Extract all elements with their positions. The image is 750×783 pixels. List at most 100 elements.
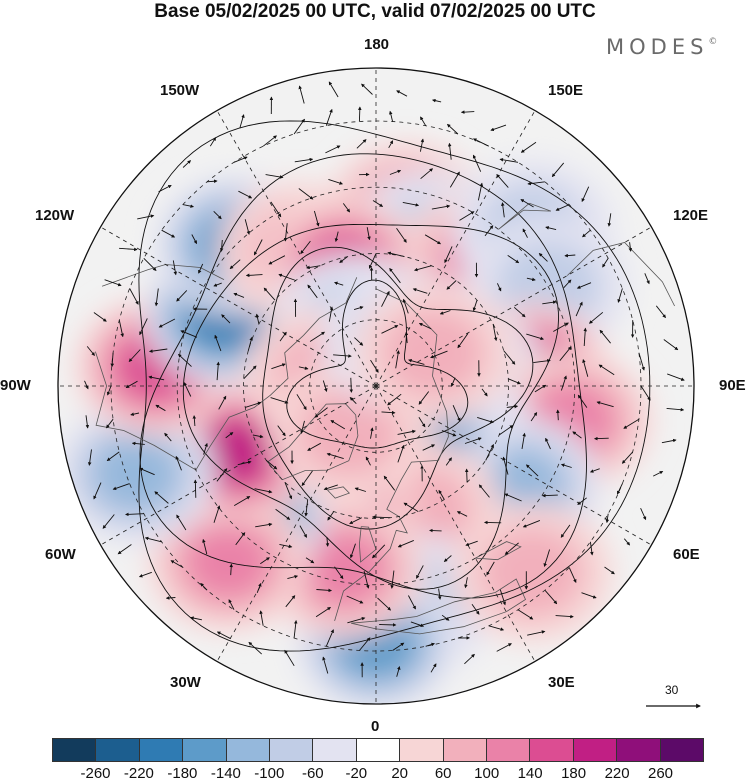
wind-arrow xyxy=(183,382,192,397)
coastline xyxy=(95,277,358,471)
wind-arrow xyxy=(255,522,273,528)
wind-arrow xyxy=(544,589,558,605)
wind-arrow xyxy=(472,300,478,312)
wind-arrow xyxy=(430,663,437,673)
wind-arrow xyxy=(450,377,456,387)
wind-arrow xyxy=(390,570,395,589)
wind-arrow xyxy=(513,306,526,318)
wind-arrow xyxy=(334,566,344,580)
wind-arrow xyxy=(323,484,338,491)
wind-arrow xyxy=(139,467,155,476)
wind-arrow xyxy=(481,388,488,397)
wind-arrow xyxy=(616,483,623,495)
meridian-line xyxy=(375,385,652,546)
wind-arrow xyxy=(490,124,507,132)
wind-arrow xyxy=(275,508,291,520)
meridian-line xyxy=(216,110,377,387)
wind-arrow xyxy=(366,227,371,241)
wind-arrow xyxy=(358,106,362,122)
wind-arrow xyxy=(420,116,427,126)
wind-arrow xyxy=(556,409,560,421)
wind-arrow xyxy=(316,588,333,593)
wind-arrow xyxy=(198,263,204,274)
wind-arrow xyxy=(334,231,339,242)
coastlines xyxy=(95,202,675,635)
wind-arrow xyxy=(464,437,482,444)
wind-arrow xyxy=(499,589,506,606)
colorbar-tick-label: -60 xyxy=(301,765,324,782)
wind-arrow xyxy=(402,201,420,207)
wind-arrow xyxy=(129,288,139,305)
wind-arrow xyxy=(638,352,645,371)
wind-arrow xyxy=(452,405,461,422)
wind-arrow xyxy=(503,350,516,365)
wind-arrow xyxy=(349,396,357,405)
lon-label-120e: 120E xyxy=(673,207,709,224)
wind-arrow xyxy=(499,158,519,163)
wind-arrow xyxy=(346,595,364,604)
wind-arrow xyxy=(397,444,405,463)
wind-arrow xyxy=(300,420,305,434)
wind-arrow xyxy=(441,430,457,437)
wind-arrow xyxy=(418,391,430,405)
wind-arrow xyxy=(381,410,396,415)
coastline xyxy=(334,288,449,622)
coastline xyxy=(475,541,522,561)
wind-arrow xyxy=(496,283,502,292)
wind-arrow xyxy=(139,318,148,336)
wind-arrow xyxy=(170,560,184,568)
wind-arrow xyxy=(446,123,459,135)
wind-arrow xyxy=(560,524,571,538)
meridian-line xyxy=(375,110,536,387)
wind-arrow xyxy=(221,314,231,324)
wind-arrow xyxy=(325,145,341,154)
wind-arrow xyxy=(371,515,391,519)
wind-vectors xyxy=(84,81,685,678)
wind-arrow xyxy=(200,582,208,591)
wind-arrow xyxy=(414,265,432,272)
wind-arrow xyxy=(388,140,394,149)
wind-arrow xyxy=(143,257,157,272)
wind-arrow xyxy=(403,502,419,512)
lon-label-120w: 120W xyxy=(35,207,75,224)
wind-arrow xyxy=(441,614,450,621)
colorbar-swatch xyxy=(183,739,227,761)
wind-arrow xyxy=(419,138,425,152)
wind-arrow xyxy=(262,135,277,147)
wind-arrow xyxy=(379,623,397,627)
wind-arrow xyxy=(628,242,633,252)
wind-arrow xyxy=(328,178,343,185)
wind-arrow xyxy=(464,468,469,483)
wind-arrow xyxy=(87,449,92,466)
contour-line xyxy=(139,153,587,599)
wind-arrow xyxy=(425,642,435,647)
wind-arrow xyxy=(599,329,611,344)
wind-arrow xyxy=(265,174,284,179)
wind-arrow xyxy=(244,219,251,235)
wind-arrow xyxy=(381,325,399,334)
wind-arrow xyxy=(307,442,322,451)
wind-arrow xyxy=(429,528,442,533)
wind-arrow xyxy=(575,301,583,317)
wind-arrow xyxy=(106,451,120,462)
wind-arrow xyxy=(339,256,348,263)
wind-arrow xyxy=(459,211,475,221)
wind-arrow xyxy=(325,629,334,647)
anomaly-blob xyxy=(201,421,271,482)
wind-arrow xyxy=(270,397,289,404)
wind-arrow xyxy=(617,288,623,303)
wind-arrow xyxy=(106,385,112,396)
wind-arrow xyxy=(477,182,484,201)
wind-arrow xyxy=(158,184,172,193)
wind-arrow xyxy=(623,538,631,546)
wind-arrow xyxy=(559,346,572,361)
lon-label-30e: 30E xyxy=(548,674,575,691)
wind-arrow xyxy=(412,288,428,294)
wind-arrow xyxy=(444,246,453,264)
wind-arrow xyxy=(527,630,546,636)
wind-arrow xyxy=(361,83,373,95)
wind-arrow xyxy=(418,322,432,330)
brand-logo: MODES© xyxy=(606,35,718,59)
colorbar-swatch xyxy=(356,739,401,761)
